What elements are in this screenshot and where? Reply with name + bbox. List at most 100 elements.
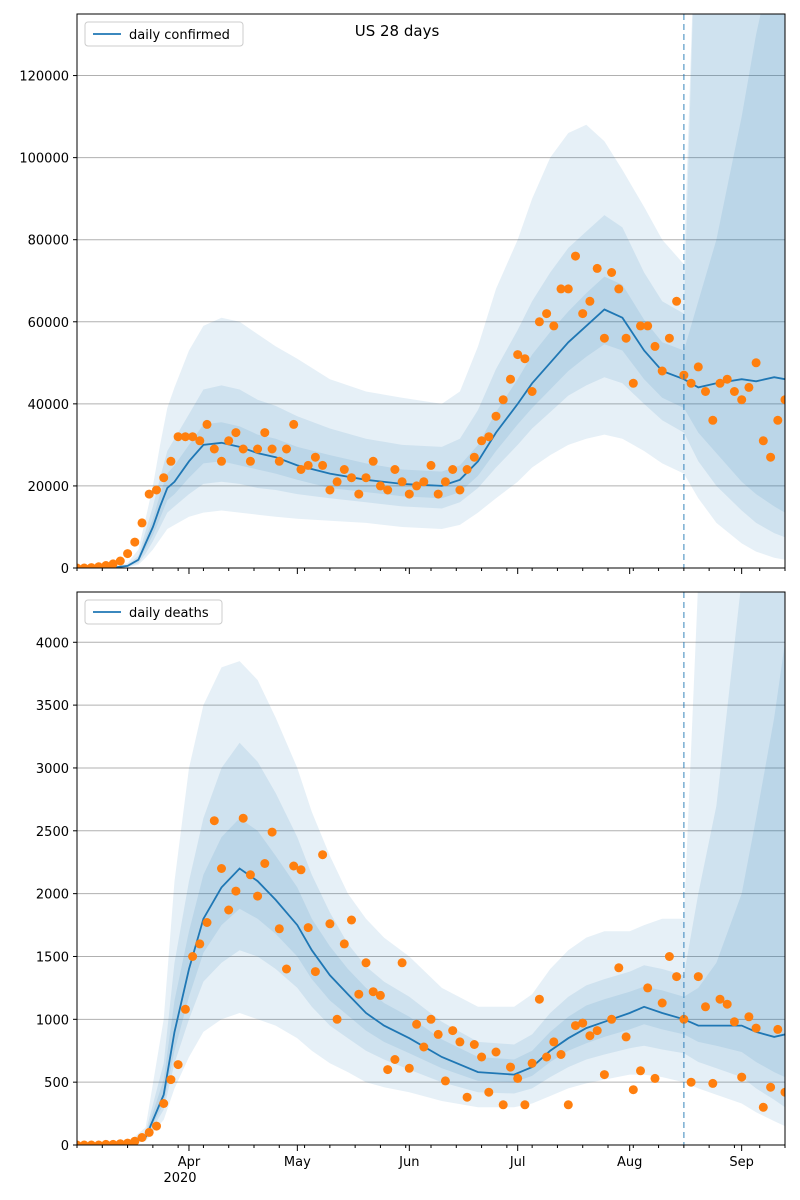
observed-point — [347, 473, 356, 483]
observed-point — [708, 1078, 718, 1088]
observed-point — [173, 432, 183, 442]
observed-point — [607, 1014, 617, 1024]
observed-point — [455, 485, 465, 495]
observed-point — [404, 1063, 414, 1073]
observed-point — [354, 489, 364, 499]
observed-point — [715, 378, 725, 388]
y-tick-label: 80000 — [28, 234, 69, 249]
observed-point — [571, 251, 580, 261]
observed-point — [549, 321, 559, 331]
observed-point — [383, 1065, 393, 1075]
observed-point — [375, 481, 385, 491]
x-tick-label: Jul — [509, 1155, 526, 1170]
observed-point — [354, 989, 364, 999]
observed-point — [585, 296, 595, 306]
x-axis-year-label: 2020 — [163, 1171, 196, 1186]
observed-point — [144, 1127, 154, 1137]
observed-point — [592, 1026, 602, 1036]
observed-point — [310, 967, 320, 977]
observed-point — [563, 284, 573, 294]
observed-point — [137, 518, 147, 528]
y-tick-label: 100000 — [19, 152, 69, 167]
observed-point — [758, 436, 768, 446]
observed-point — [506, 374, 515, 384]
observed-point — [636, 321, 645, 331]
legend: daily confirmed — [84, 21, 244, 47]
observed-point — [571, 1021, 580, 1031]
observed-point — [159, 473, 169, 483]
observed-point — [260, 428, 270, 438]
observed-point — [224, 905, 234, 915]
observed-point — [693, 972, 703, 982]
observed-point — [751, 358, 761, 368]
observed-point — [310, 452, 320, 462]
observed-point — [325, 485, 335, 495]
observed-point — [527, 387, 537, 396]
y-tick-label: 1500 — [36, 950, 69, 965]
observed-point — [477, 436, 487, 446]
x-tick-label: May — [284, 1155, 311, 1170]
observed-point — [375, 990, 385, 1000]
y-tick-label: 2000 — [36, 888, 69, 903]
panel-daily-deaths: 0 500 1000 1500 2000 2500 3000 3500 4000 Apr May Ju… — [36, 591, 786, 1170]
observed-point — [556, 284, 566, 294]
observed-point — [397, 477, 407, 487]
observed-point — [86, 1140, 96, 1145]
observed-point — [621, 333, 631, 343]
y-tick-label: 120000 — [19, 70, 69, 85]
observed-point — [701, 387, 710, 396]
observed-point — [260, 859, 270, 868]
observed-point — [462, 1092, 472, 1102]
observed-point — [209, 444, 219, 454]
observed-point — [245, 870, 255, 880]
legend-label: daily deaths — [129, 606, 209, 621]
observed-point — [390, 1055, 400, 1064]
observed-point — [339, 465, 349, 474]
observed-point — [180, 1004, 190, 1014]
observed-point — [404, 489, 414, 499]
observed-point — [484, 1087, 494, 1097]
y-tick-label: 500 — [44, 1076, 69, 1091]
plot-area — [77, 592, 785, 1145]
observed-point — [701, 1002, 710, 1012]
observed-point — [758, 1102, 768, 1112]
observed-point — [440, 1076, 450, 1086]
observed-point — [592, 263, 602, 273]
observed-point — [708, 415, 718, 425]
observed-point — [195, 436, 205, 446]
observed-point — [152, 485, 161, 495]
y-tick-label: 3500 — [36, 699, 69, 714]
model-line — [77, 308, 785, 568]
observed-point — [643, 983, 653, 993]
observed-point — [79, 563, 89, 568]
observed-point — [123, 1138, 133, 1145]
observed-point — [520, 354, 530, 364]
y-tick-label: 2500 — [36, 825, 69, 840]
observed-point — [455, 1037, 465, 1047]
observed-point — [433, 489, 443, 499]
observed-point — [231, 886, 241, 896]
observed-point — [188, 952, 198, 961]
y-tick-label: 0 — [61, 562, 69, 577]
figure-title: US 28 days — [355, 22, 440, 40]
observed-point — [282, 444, 291, 454]
observed-point — [101, 1139, 111, 1145]
observed-point — [737, 1072, 747, 1082]
observed-point — [231, 428, 241, 438]
observed-point — [137, 1133, 147, 1142]
observed-point — [520, 1100, 530, 1110]
observed-point — [484, 432, 494, 442]
legend-box — [84, 599, 223, 625]
observed-point — [426, 460, 436, 470]
observed-point — [115, 556, 125, 566]
observed-point — [332, 1014, 342, 1024]
observed-point — [469, 452, 479, 462]
observed-point — [166, 456, 176, 466]
observed-point — [289, 861, 299, 871]
observed-point — [289, 419, 299, 429]
observed-point — [108, 1139, 118, 1145]
observed-point — [506, 1062, 515, 1072]
observed-point — [339, 939, 349, 949]
observed-point — [238, 444, 248, 454]
observed-point — [202, 918, 212, 927]
